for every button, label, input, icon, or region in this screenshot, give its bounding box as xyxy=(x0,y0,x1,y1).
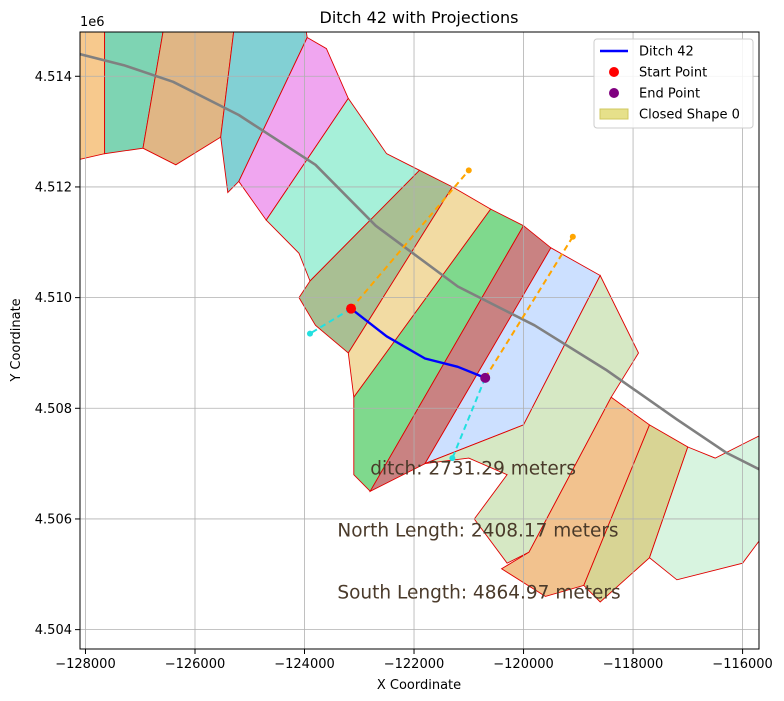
north-projection-line-0 xyxy=(350,169,470,310)
closed-shape-8 xyxy=(353,208,525,493)
x-tick-label-5: −118000 xyxy=(603,657,664,672)
legend-label-2: End Point xyxy=(639,87,700,102)
y-tick-label-2: 4.508 xyxy=(35,402,72,417)
legend: Ditch 42 Start Point End Point Closed Shape… xyxy=(593,38,754,129)
y-tick-label-3: 4.510 xyxy=(35,291,72,306)
x-tick-label-2: −124000 xyxy=(274,657,335,672)
north-projection-end-1 xyxy=(569,233,576,240)
x-tick-label-4: −120000 xyxy=(493,657,554,672)
chart-title: Ditch 42 with Projections xyxy=(320,8,519,27)
closed-shape-2 xyxy=(142,32,235,166)
centerline xyxy=(80,52,759,471)
x-tick-label-0: −128000 xyxy=(55,657,116,672)
legend-swatch-shape xyxy=(599,108,629,120)
y-tick-label-4: 4.512 xyxy=(35,180,72,195)
ticks-layer: −128000 −126000 −124000 −122000 −120000 −1180… xyxy=(35,70,773,672)
start-point xyxy=(346,303,357,314)
legend-label-0: Ditch 42 xyxy=(639,45,694,60)
annotation-2: South Length: 4864.97 meters xyxy=(337,583,620,604)
x-tick-label-6: −116000 xyxy=(712,657,773,672)
legend-swatch-end xyxy=(609,88,619,98)
legend-swatch-start xyxy=(609,67,619,77)
end-point xyxy=(480,372,491,383)
north-projection-end-0 xyxy=(465,167,472,174)
annotation-1: North Length: 2408.17 meters xyxy=(337,521,618,542)
points-layer xyxy=(306,167,576,462)
y-axis-label: Y Coordinate xyxy=(9,298,24,382)
north-projection-line-1 xyxy=(484,236,574,379)
plot-frame xyxy=(79,31,760,650)
x-tick-label-3: −122000 xyxy=(384,657,445,672)
legend-label-3: Closed Shape 0 xyxy=(639,108,740,123)
legend-label-1: Start Point xyxy=(639,66,707,81)
south-projection-end-1 xyxy=(449,455,456,462)
x-tick-label-1: −126000 xyxy=(165,657,226,672)
y-tick-label-5: 4.514 xyxy=(35,70,72,85)
south-projection-line-0 xyxy=(309,307,352,335)
grid-layer xyxy=(80,32,759,649)
x-axis-label: X Coordinate xyxy=(377,678,461,693)
ditch-line xyxy=(350,307,486,380)
y-tick-label-0: 4.504 xyxy=(35,623,72,638)
y-offset-label: 1e6 xyxy=(80,15,105,30)
legend-box xyxy=(593,38,754,129)
y-tick-label-1: 4.506 xyxy=(35,512,72,527)
closed-shape-0 xyxy=(80,32,106,160)
annotations-layer: ditch: 2731.29 meters North Length: 2408.… xyxy=(337,459,620,604)
south-projection-end-0 xyxy=(306,330,313,337)
annotation-0: ditch: 2731.29 meters xyxy=(370,459,576,480)
lines-layer xyxy=(80,52,759,471)
closed-shape-13 xyxy=(583,424,689,603)
south-projection-line-1 xyxy=(451,377,487,459)
